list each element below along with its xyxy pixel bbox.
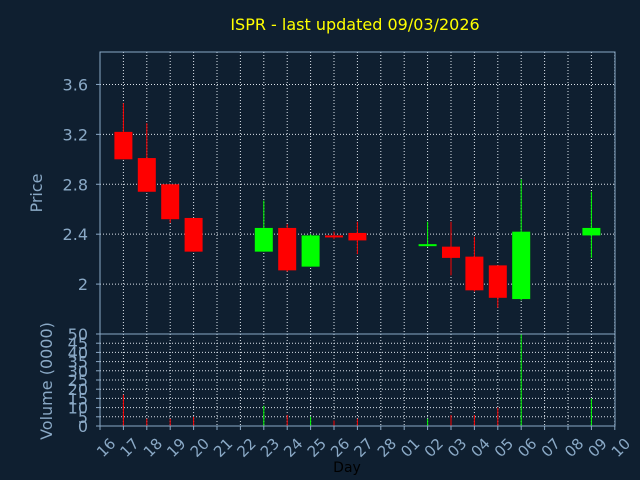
candle-body-20 xyxy=(184,217,203,252)
price-axis: 2 2.4 2.8 3.2 3.6 xyxy=(63,75,100,294)
candle-body-06 xyxy=(512,231,531,300)
volume-tick-label: 15 xyxy=(68,389,88,408)
candle-body-03 xyxy=(442,246,460,258)
volume-tick-label: 40 xyxy=(68,343,88,362)
volume-tick-label: 10 xyxy=(68,399,88,418)
volume-axis-title: Volume (0000) xyxy=(37,322,56,440)
candle-body-23 xyxy=(254,227,273,252)
volume-tick-label: 0 xyxy=(78,417,88,436)
candle-body-05 xyxy=(488,265,507,298)
x-axis-title: Day xyxy=(333,460,361,476)
volume-tick-label: 30 xyxy=(68,362,88,381)
volume-tick-label: 5 xyxy=(78,408,88,427)
candle-body-09 xyxy=(582,227,601,236)
candle-body-04 xyxy=(465,256,484,291)
price-tick-label: 2.8 xyxy=(63,175,88,194)
volume-tick-label: 45 xyxy=(68,334,88,353)
volume-tick-label: 50 xyxy=(68,325,88,344)
candle-body-19 xyxy=(161,184,180,220)
volume-panel-frame xyxy=(99,333,616,427)
volume-tick-label: 20 xyxy=(68,380,88,399)
volume-tick-label: 35 xyxy=(68,353,88,372)
chart-title: ISPR - last updated 09/03/2026 xyxy=(230,15,479,34)
candle-body-02 xyxy=(418,244,437,247)
price-axis-title: Price xyxy=(27,173,46,212)
price-candles xyxy=(114,103,601,308)
price-tick-label: 3.2 xyxy=(63,125,88,144)
candle-body-24 xyxy=(278,227,297,271)
volume-bars xyxy=(122,334,592,426)
candle-body-18 xyxy=(137,158,156,192)
price-tick-label: 2 xyxy=(78,275,88,294)
candle-body-26 xyxy=(325,235,343,238)
price-tick-label: 2.4 xyxy=(63,225,88,244)
volume-tick-label: 25 xyxy=(68,371,88,390)
candle-body-17 xyxy=(114,131,133,160)
price-tick-label: 3.6 xyxy=(63,75,88,94)
candle-body-25 xyxy=(301,235,320,267)
candle-body-27 xyxy=(348,232,367,241)
